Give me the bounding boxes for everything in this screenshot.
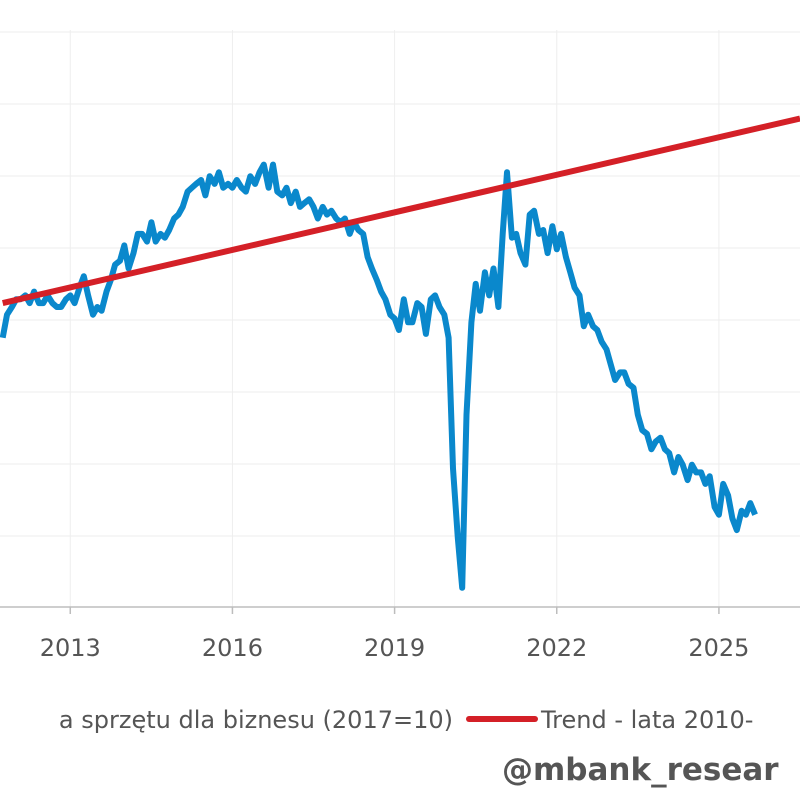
x-tick-label-2025: 2025 (688, 634, 749, 662)
x-tick-label-2013: 2013 (40, 634, 101, 662)
legend-label-series-1: a sprzętu dla biznesu (2017=10) (59, 706, 453, 734)
series-line-equipment-index (0, 161, 758, 591)
legend-label-series-2: Trend - lata 2010- (540, 706, 753, 734)
watermark: @mbank_resear (502, 752, 779, 788)
legend: a sprzętu dla biznesu (2017=10) Trend - … (59, 706, 754, 734)
x-tick-label-2022: 2022 (526, 634, 587, 662)
x-axis-ticks: 2013 2016 2019 2022 2025 (40, 607, 749, 662)
series-group (0, 115, 800, 591)
x-tick-label-2016: 2016 (202, 634, 263, 662)
x-tick-label-2019: 2019 (364, 634, 425, 662)
series-line-trend (2, 115, 800, 307)
